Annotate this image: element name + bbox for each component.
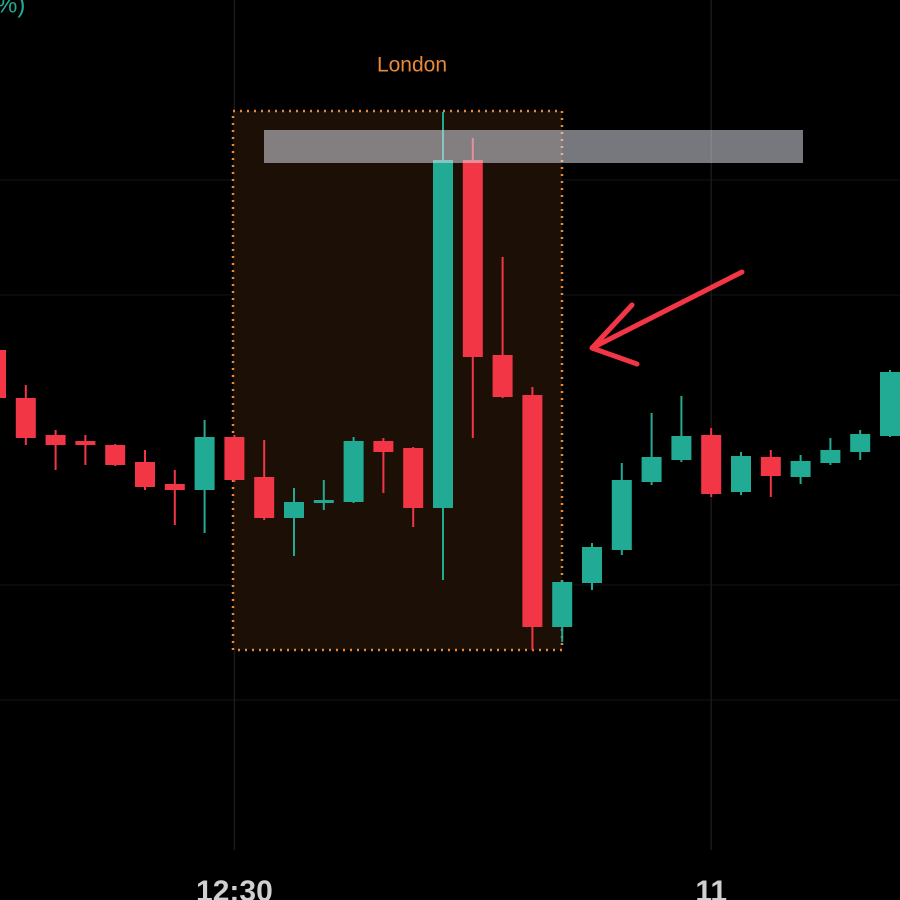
candle-body (820, 450, 841, 463)
candle-body (731, 456, 751, 492)
candle-body (403, 448, 424, 508)
candle-body (75, 441, 96, 445)
candle-body (224, 437, 245, 480)
candles (0, 112, 900, 650)
candle-body (611, 480, 632, 550)
arrow (589, 269, 745, 367)
candle-body (462, 160, 483, 357)
candle-body (135, 462, 155, 487)
candle-body (313, 500, 334, 503)
candle-body (373, 441, 394, 452)
arrow-head (589, 302, 640, 367)
candle-body (552, 582, 573, 627)
candle-body (164, 484, 185, 490)
candle-body (254, 477, 275, 518)
x-tick-label: 11 (695, 875, 727, 900)
candle-body (433, 160, 453, 508)
candle-body (492, 355, 513, 397)
candle-body (522, 395, 543, 627)
candle-body (582, 547, 602, 583)
candle-body (194, 437, 215, 490)
session-label: London (377, 54, 447, 77)
candle-body (641, 457, 662, 482)
arrow-shaft (591, 269, 745, 350)
zone-rectangle (264, 130, 803, 163)
candle-body (790, 461, 811, 477)
candle-body (284, 502, 304, 518)
candle-body (15, 398, 36, 438)
candle-body (880, 372, 900, 436)
candle-body (105, 445, 126, 465)
candle-body (850, 434, 871, 452)
candle-body (343, 441, 364, 502)
session-box (231, 109, 564, 652)
x-tick-label: 12:30 (196, 875, 273, 900)
header-fragment: %) (0, 0, 25, 18)
candle-body (701, 435, 722, 494)
candle-body (671, 436, 692, 460)
candle-body (760, 457, 781, 476)
candle-body (0, 350, 6, 398)
candle-body (45, 435, 66, 445)
x-axis: 12:30 11 (196, 875, 727, 900)
